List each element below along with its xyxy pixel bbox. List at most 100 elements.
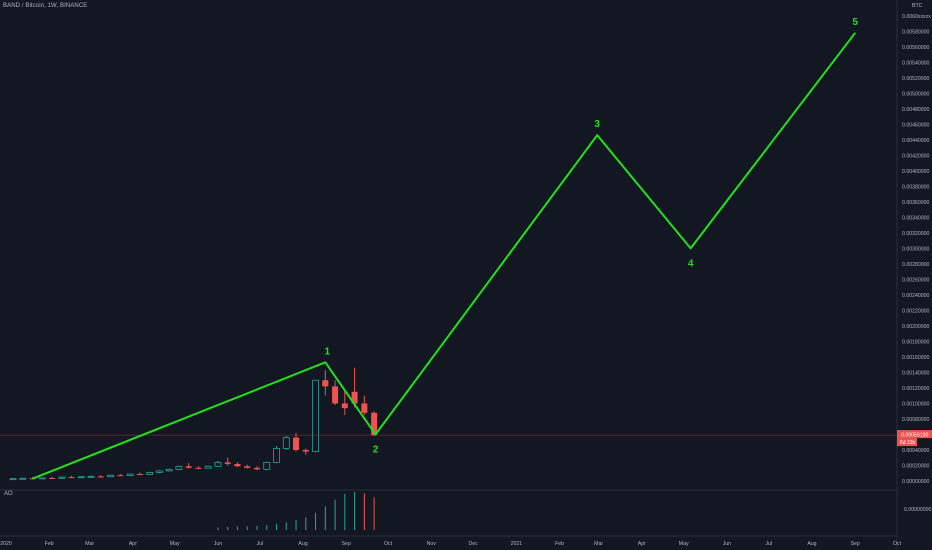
x-tick-label: Jul [256,541,263,547]
wave-label: 1 [325,346,331,357]
candle-body [146,472,154,475]
candle-body [293,437,300,450]
y-tick-label: 0.00220000 [902,308,930,314]
y-tick-label: 0.00020000 [902,463,930,469]
wave-label: 5 [852,17,858,28]
y-tick-label: 0.00420000 [902,153,930,159]
ao-scale-label: 0.00000000 [904,507,932,513]
candle-body [371,412,378,436]
x-tick-label: Apr [129,541,137,547]
candle-body [312,379,319,452]
candle-body [165,468,173,472]
candle-body [361,403,368,413]
candle-body [273,448,280,463]
candle-body [214,461,222,467]
x-tick-label: Jul [765,541,772,547]
y-tick-label: 0.00080000 [902,417,930,423]
x-tick-label: Sep [851,541,860,547]
y-tick-label: 0.00160000 [902,355,930,361]
candle-body [77,476,85,479]
x-tick-label: Apr [638,541,646,547]
candle-body [341,403,348,409]
x-tick-label: May [679,541,689,547]
y-tick-label: 0.00500000 [902,91,930,97]
x-tick-label: Aug [298,541,307,547]
x-tick-label: Aug [807,541,816,547]
y-tick-label: 0.00560000 [902,45,930,51]
y-tick-label: 0.00280000 [902,262,930,268]
price-tag-value: 0.00059190 [901,433,929,439]
y-tick-label: 0.00120000 [902,386,930,392]
candle-body [38,477,46,480]
x-tick-label: Nov [427,541,437,547]
oscillator-name: AO [4,491,13,497]
candle-body [136,474,143,476]
y-tick-label: 0.00380000 [902,184,930,190]
y-tick-label: 0.00520000 [902,76,930,82]
y-tick-label: 0.00400000 [902,169,930,175]
y-tick-label: 0.00580000 [902,29,930,35]
y-tick-label: 0.00140000 [902,370,930,376]
y-tick-label: 0.00320000 [902,231,930,237]
y-tick-label: 0.00000000 [902,479,930,485]
candle-body [234,463,241,467]
y-tick-label: 0.00240000 [902,293,930,299]
candle-body [97,476,104,478]
countdown-value: 6d 23h [900,440,916,446]
candle-body [126,473,134,476]
candle-body [204,465,212,469]
y-tick-label: 0.00340000 [902,215,930,221]
y-tick-label: 0.00200000 [902,324,930,330]
y-tick-label: 0.00260000 [902,277,930,283]
x-tick-label: Dec [468,541,478,547]
x-tick-label: Feb [45,541,54,547]
candle-body [175,465,183,470]
candle-body [244,466,251,468]
candle-body [107,474,114,478]
x-tick-label: Mar [85,541,94,547]
candle-body [332,386,339,404]
y-tick-label: 0.00040000 [902,448,930,454]
y-tick-label: 0.00460000 [902,122,930,128]
candle-body [322,380,329,387]
y-tick-label: 0.0060xxxxx [902,14,931,20]
y-tick-label: 0.00480000 [902,107,930,113]
candle-body [302,449,309,452]
y-tick-label: 0.00180000 [902,339,930,345]
x-tick-label: 2021 [511,541,523,547]
candle-body [87,475,95,478]
y-tick-label: 0.00300000 [902,246,930,252]
symbol-title: BAND / Bitcoin, 1W, BINANCE [3,3,88,9]
wave-label: 4 [688,258,694,269]
candle-body [68,477,75,479]
y-tick-label: 0.00360000 [902,200,930,206]
elliott-wave-line [32,32,856,480]
wave-label: 3 [594,119,600,130]
x-tick-label: Oct [893,541,902,547]
x-tick-label: 2020 [0,541,12,547]
candle-body [351,391,358,404]
x-tick-label: May [170,541,180,547]
candle-body [58,476,66,479]
candle-body [185,466,192,468]
countdown-tag [897,438,917,447]
x-tick-label: Jun [214,541,222,547]
candle-body [253,467,260,470]
candle-body [195,467,202,469]
y-tick-label: 0.00440000 [902,138,930,144]
y-tick-label: 0.00540000 [902,60,930,66]
candle-body [19,477,27,480]
x-tick-label: Mar [594,541,603,547]
price-tag [897,430,932,439]
candle-body [49,477,56,479]
candle-body [282,437,290,449]
currency-label: BTC [912,3,923,9]
x-tick-label: Sep [342,541,351,547]
candle-body [263,461,271,470]
candle-body [9,478,17,481]
x-tick-label: Jun [723,541,731,547]
candle-body [224,462,231,464]
candle-body [29,478,36,480]
x-tick-label: Feb [555,541,564,547]
